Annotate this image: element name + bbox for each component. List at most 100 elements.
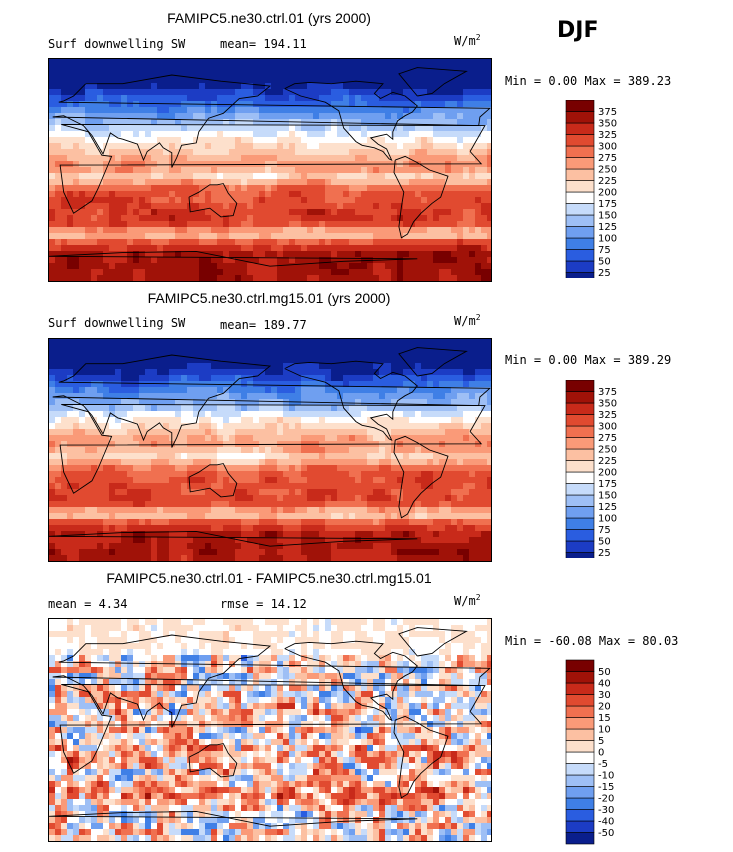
heatmap-cell: [247, 209, 254, 216]
heatmap-cell: [127, 197, 134, 204]
heatmap-cell: [61, 233, 68, 240]
heatmap-cell: [253, 369, 260, 376]
heatmap-cell: [157, 363, 164, 370]
heatmap-cell: [49, 465, 56, 472]
heatmap-cell: [79, 363, 86, 370]
heatmap-cell: [247, 125, 254, 132]
heatmap-cell: [445, 221, 452, 228]
heatmap-cell: [487, 71, 491, 78]
heatmap-cell: [55, 227, 62, 234]
heatmap-cell: [277, 495, 284, 502]
heatmap-cell: [439, 191, 446, 198]
heatmap-cell: [133, 465, 140, 472]
heatmap-cell: [139, 459, 146, 466]
heatmap-cell: [115, 179, 122, 186]
heatmap-cell: [379, 203, 386, 210]
heatmap-cell: [367, 387, 374, 394]
heatmap-cell: [349, 477, 356, 484]
heatmap-cell: [73, 375, 80, 382]
heatmap-cell: [163, 393, 170, 400]
heatmap-cell: [139, 471, 146, 478]
heatmap-cell: [211, 71, 218, 78]
heatmap-cell: [139, 399, 146, 406]
heatmap-cell: [193, 435, 200, 442]
heatmap-cell: [301, 245, 308, 252]
heatmap-cell: [235, 197, 242, 204]
heatmap-cell: [67, 125, 74, 132]
heatmap-cell: [481, 113, 488, 120]
heatmap-cell: [343, 203, 350, 210]
heatmap-cell: [451, 483, 458, 490]
heatmap-cell: [49, 459, 56, 466]
heatmap-cell: [469, 257, 476, 264]
heatmap-cell: [331, 71, 338, 78]
heatmap-cell: [217, 71, 224, 78]
heatmap-cell: [73, 447, 80, 454]
heatmap-cell: [235, 155, 242, 162]
heatmap-cell: [391, 375, 398, 382]
heatmap-cell: [289, 495, 296, 502]
heatmap-cell: [439, 251, 446, 258]
heatmap-cell: [97, 339, 104, 346]
heatmap-cell: [481, 245, 488, 252]
heatmap-cell: [487, 251, 491, 258]
heatmap-cell: [67, 459, 74, 466]
heatmap-cell: [151, 489, 158, 496]
heatmap-cell: [133, 447, 140, 454]
heatmap-cell: [391, 435, 398, 442]
heatmap-cell: [481, 483, 488, 490]
heatmap-cell: [361, 507, 368, 514]
heatmap-cell: [415, 399, 422, 406]
heatmap-cell: [415, 233, 422, 240]
heatmap-cell: [229, 131, 236, 138]
heatmap-cell: [439, 179, 446, 186]
heatmap-cell: [265, 89, 272, 96]
heatmap-cell: [451, 197, 458, 204]
heatmap-cell: [253, 269, 260, 276]
heatmap-cell: [457, 357, 464, 364]
heatmap-cell: [457, 275, 464, 281]
heatmap-cell: [361, 167, 368, 174]
heatmap-cell: [289, 185, 296, 192]
heatmap-cell: [241, 453, 248, 460]
heatmap-cell: [403, 423, 410, 430]
heatmap-cell: [157, 161, 164, 168]
heatmap-cell: [199, 173, 206, 180]
heatmap-cell: [79, 369, 86, 376]
heatmap-cell: [91, 101, 98, 108]
heatmap-cell: [379, 65, 386, 72]
heatmap-cell: [193, 269, 200, 276]
heatmap-cell: [403, 221, 410, 228]
heatmap-cell: [325, 65, 332, 72]
heatmap-cell: [247, 221, 254, 228]
heatmap-cell: [337, 179, 344, 186]
heatmap-cell: [379, 483, 386, 490]
heatmap-cell: [481, 191, 488, 198]
heatmap-cell: [133, 131, 140, 138]
heatmap-cell: [379, 345, 386, 352]
heatmap-cell: [157, 221, 164, 228]
heatmap-cell: [181, 471, 188, 478]
heatmap-cell: [361, 191, 368, 198]
heatmap-cell: [361, 95, 368, 102]
heatmap-cell: [151, 95, 158, 102]
heatmap-cell: [475, 119, 482, 126]
heatmap-cell: [325, 495, 332, 502]
heatmap-cell: [481, 173, 488, 180]
heatmap-cell: [265, 507, 272, 514]
heatmap-cell: [235, 131, 242, 138]
heatmap-cell: [115, 77, 122, 84]
heatmap-cell: [397, 125, 404, 132]
heatmap-cell: [205, 95, 212, 102]
heatmap-cell: [487, 143, 491, 150]
heatmap-cell: [55, 477, 62, 484]
heatmap-cell: [85, 447, 92, 454]
heatmap-cell: [193, 351, 200, 358]
heatmap-cell: [439, 489, 446, 496]
heatmap-cell: [343, 155, 350, 162]
heatmap-cell: [475, 423, 482, 430]
heatmap-cell: [55, 257, 62, 264]
heatmap-cell: [175, 227, 182, 234]
heatmap-cell: [433, 221, 440, 228]
heatmap-cell: [415, 275, 422, 281]
